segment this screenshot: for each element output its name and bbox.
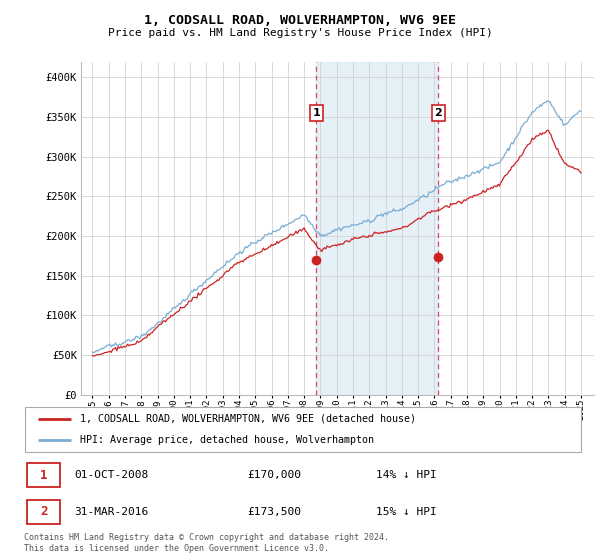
Text: 2: 2: [434, 108, 442, 118]
Bar: [316, 62, 439, 395]
Text: 1, CODSALL ROAD, WOLVERHAMPTON, WV6 9EE (detached house): 1, CODSALL ROAD, WOLVERHAMPTON, WV6 9EE …: [80, 414, 416, 424]
Text: HPI: Average price, detached house, Wolverhampton: HPI: Average price, detached house, Wolv…: [80, 435, 374, 445]
FancyBboxPatch shape: [27, 500, 60, 524]
Text: 01-OCT-2008: 01-OCT-2008: [74, 470, 148, 480]
FancyBboxPatch shape: [25, 408, 581, 451]
Text: £173,500: £173,500: [247, 507, 301, 517]
Text: 1: 1: [40, 469, 47, 482]
Text: 1, CODSALL ROAD, WOLVERHAMPTON, WV6 9EE: 1, CODSALL ROAD, WOLVERHAMPTON, WV6 9EE: [144, 14, 456, 27]
Text: 1: 1: [313, 108, 320, 118]
Text: 15% ↓ HPI: 15% ↓ HPI: [376, 507, 436, 517]
Text: 2: 2: [40, 505, 47, 518]
Text: 31-MAR-2016: 31-MAR-2016: [74, 507, 148, 517]
Text: £170,000: £170,000: [247, 470, 301, 480]
Text: Contains HM Land Registry data © Crown copyright and database right 2024.
This d: Contains HM Land Registry data © Crown c…: [24, 533, 389, 553]
Text: Price paid vs. HM Land Registry's House Price Index (HPI): Price paid vs. HM Land Registry's House …: [107, 28, 493, 38]
FancyBboxPatch shape: [27, 464, 60, 487]
Text: 14% ↓ HPI: 14% ↓ HPI: [376, 470, 436, 480]
